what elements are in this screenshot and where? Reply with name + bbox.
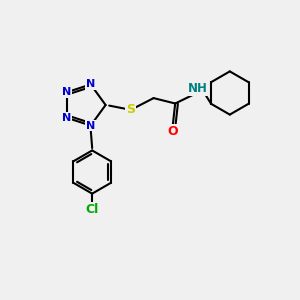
Text: S: S — [126, 103, 135, 116]
Text: N: N — [86, 80, 95, 89]
Text: N: N — [62, 87, 71, 97]
Text: N: N — [86, 121, 95, 130]
Text: N: N — [62, 113, 71, 123]
Text: Cl: Cl — [85, 203, 99, 216]
Text: NH: NH — [188, 82, 207, 95]
Text: O: O — [167, 124, 178, 138]
